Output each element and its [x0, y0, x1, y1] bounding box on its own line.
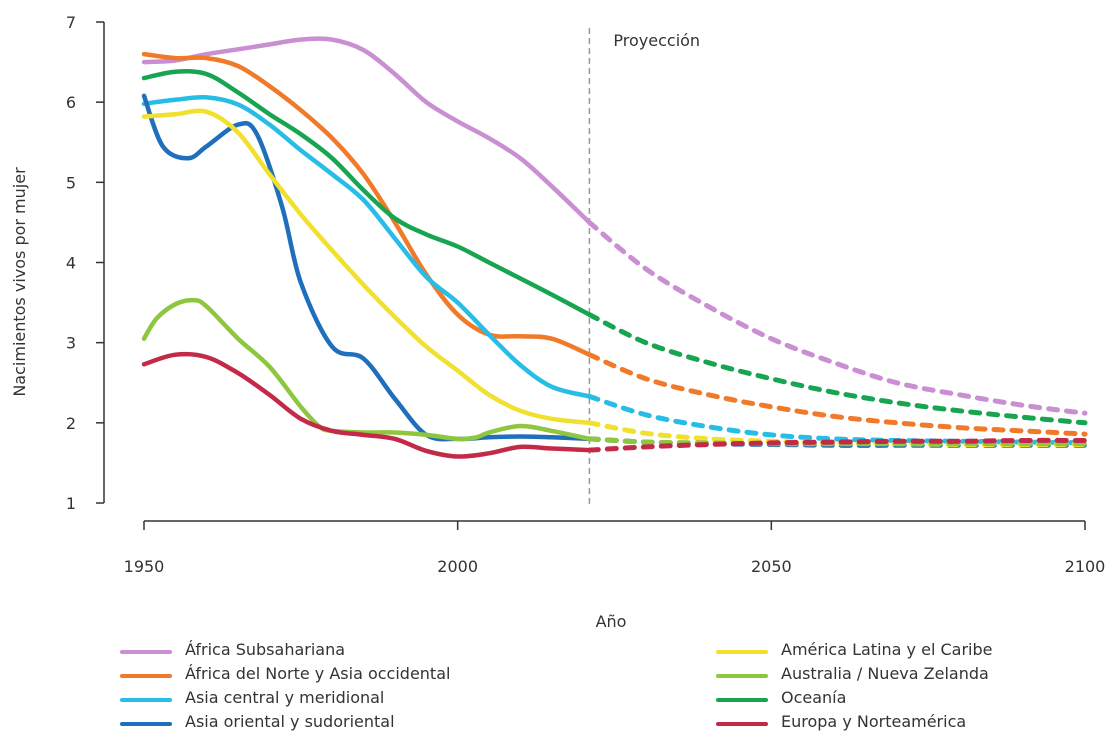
x-axis-ticks: 1950 2000 2050 2100 [124, 521, 1106, 576]
y-tick-label: 7 [66, 13, 76, 32]
axes: 1 2 3 4 5 6 7 1950 2000 2050 2100 [66, 13, 1106, 576]
legend-label: Europa y Norteamérica [781, 712, 967, 731]
x-tick-label: 1950 [124, 557, 165, 576]
legend-swatch [716, 650, 768, 654]
series-projected-oceania [586, 312, 1088, 426]
legend-label: América Latina y el Caribe [781, 640, 993, 659]
series-projected-africa-del-norte-y-asia-occidental [586, 352, 1088, 437]
series-observed-africa-del-norte-y-asia-occidental [141, 51, 592, 357]
legend-swatch [120, 650, 172, 654]
series-observed-oceania [141, 68, 592, 317]
series-layer [141, 36, 1088, 459]
legend-swatch [120, 698, 172, 702]
x-axis-title: Año [596, 612, 627, 631]
legend-label: Oceanía [781, 688, 847, 707]
legend-swatch [716, 698, 768, 702]
x-tick-label: 2050 [751, 557, 792, 576]
y-axis-title: Nacimientos vivos por mujer [10, 167, 29, 397]
x-tick-label: 2000 [437, 557, 478, 576]
legend-label: Asia oriental y sudoriental [185, 712, 395, 731]
legend-swatch [716, 674, 768, 678]
series-observed-asia-oriental-y-sudoriental [141, 93, 592, 442]
y-tick-label: 4 [66, 254, 76, 273]
y-tick-label: 1 [66, 494, 76, 513]
series-projected-africa-subsahariana [586, 219, 1088, 416]
projection-label: Proyección [613, 31, 700, 50]
x-tick-label: 2100 [1065, 557, 1106, 576]
series-observed-europa-y-norteamerica [141, 351, 592, 459]
series-observed-asia-central-y-meridional [141, 94, 592, 399]
series-projected-europa-y-norteamerica [586, 437, 1088, 453]
y-tick-label: 2 [66, 414, 76, 433]
legend-swatch [120, 674, 172, 678]
series-observed-america-latina-y-el-caribe [141, 108, 592, 426]
legend-label: Australia / Nueva Zelanda [781, 664, 989, 683]
legend-swatch [716, 722, 768, 726]
y-tick-label: 5 [66, 173, 76, 192]
series-observed-africa-subsahariana [141, 36, 592, 225]
legend-swatch [120, 722, 172, 726]
y-axis-ticks: 1 2 3 4 5 6 7 [66, 13, 104, 513]
legend-label: Asia central y meridional [185, 688, 385, 707]
legend-label: África del Norte y Asia occidental [185, 664, 451, 683]
legend-label: África Subsahariana [185, 640, 346, 659]
y-tick-label: 3 [66, 334, 76, 353]
y-tick-label: 6 [66, 93, 76, 112]
